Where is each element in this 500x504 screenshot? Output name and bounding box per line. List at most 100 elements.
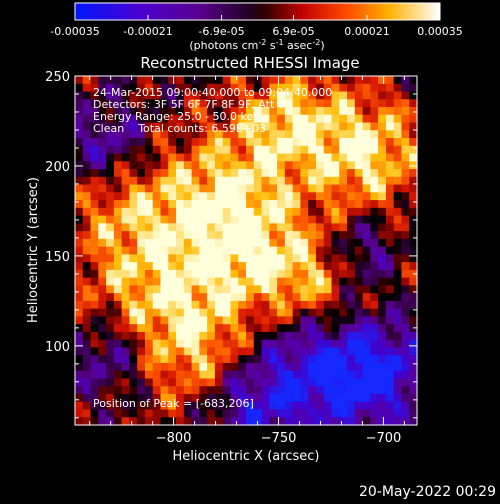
heatmap-cell bbox=[284, 145, 294, 155]
heatmap-cell bbox=[323, 207, 333, 217]
heatmap-cell bbox=[393, 409, 403, 418]
heatmap-cell bbox=[238, 262, 247, 271]
heatmap-cell bbox=[253, 339, 263, 349]
heatmap-cell bbox=[308, 215, 317, 224]
heatmap-cell bbox=[354, 293, 364, 302]
heatmap-cell bbox=[362, 200, 371, 209]
heatmap-cell bbox=[277, 83, 286, 93]
heatmap-cell bbox=[385, 316, 395, 325]
heatmap-cell bbox=[292, 269, 302, 279]
heatmap-cell bbox=[144, 300, 154, 310]
heatmap-cell bbox=[82, 393, 92, 403]
heatmap-cell bbox=[246, 76, 255, 85]
heatmap-cell bbox=[385, 269, 395, 279]
heatmap-cell bbox=[191, 254, 200, 263]
heatmap-cell bbox=[199, 207, 208, 217]
heatmap-cell bbox=[315, 207, 325, 217]
heatmap-cell bbox=[354, 107, 364, 116]
heatmap-cell bbox=[137, 300, 146, 310]
heatmap-cell bbox=[144, 331, 154, 341]
heatmap-cell bbox=[90, 207, 99, 217]
heatmap-cell bbox=[207, 145, 216, 155]
heatmap-cell bbox=[82, 308, 92, 318]
heatmap-cell bbox=[129, 161, 138, 170]
heatmap-cell bbox=[331, 277, 340, 286]
heatmap-cell bbox=[230, 122, 239, 131]
heatmap-cell bbox=[300, 269, 309, 279]
heatmap-cell bbox=[393, 184, 403, 193]
heatmap-cell bbox=[284, 285, 294, 294]
heatmap-cell bbox=[300, 107, 309, 116]
heatmap-cell bbox=[160, 91, 169, 100]
heatmap-cell bbox=[385, 254, 395, 263]
heatmap-cell bbox=[238, 254, 247, 263]
heatmap-cell bbox=[98, 153, 107, 162]
heatmap-cell bbox=[129, 223, 138, 232]
heatmap-cell bbox=[214, 331, 224, 341]
heatmap-cell bbox=[121, 76, 131, 85]
heatmap-cell bbox=[129, 378, 138, 387]
heatmap-cell bbox=[160, 386, 169, 395]
heatmap-cell bbox=[230, 138, 239, 147]
heatmap-cell bbox=[308, 393, 317, 403]
heatmap-cell bbox=[152, 355, 162, 364]
heatmap-cell bbox=[75, 130, 84, 139]
heatmap-cell bbox=[168, 169, 177, 178]
heatmap-cell bbox=[378, 246, 387, 255]
heatmap-cell bbox=[362, 192, 371, 201]
heatmap-cell bbox=[246, 238, 255, 248]
heatmap-cell bbox=[409, 277, 418, 286]
heatmap-cell bbox=[75, 417, 84, 426]
heatmap-cell bbox=[284, 308, 294, 318]
heatmap-cell bbox=[331, 254, 340, 263]
heatmap-cell bbox=[82, 169, 92, 178]
heatmap-cell bbox=[222, 145, 232, 155]
heatmap-cell bbox=[129, 316, 138, 325]
heatmap-cell bbox=[168, 223, 177, 232]
heatmap-cell bbox=[370, 285, 379, 294]
heatmap-cell bbox=[199, 76, 208, 85]
heatmap-cell bbox=[129, 386, 138, 395]
heatmap-cell bbox=[354, 122, 364, 131]
heatmap-cell bbox=[82, 192, 92, 201]
heatmap-cell bbox=[214, 246, 224, 255]
heatmap-cell bbox=[129, 200, 138, 209]
heatmap-cell bbox=[152, 176, 162, 186]
heatmap-cell bbox=[284, 300, 294, 310]
heatmap-cell bbox=[354, 153, 364, 162]
heatmap-cell bbox=[152, 223, 162, 232]
heatmap-cell bbox=[409, 300, 418, 310]
heatmap-cell bbox=[378, 370, 387, 380]
heatmap-cell bbox=[168, 362, 177, 372]
heatmap-cell bbox=[347, 176, 356, 186]
heatmap-cell bbox=[339, 184, 348, 193]
heatmap-cell bbox=[160, 76, 169, 85]
heatmap-cell bbox=[339, 76, 348, 85]
heatmap-cell bbox=[160, 285, 169, 294]
heatmap-cell bbox=[207, 223, 216, 232]
heatmap-cell bbox=[152, 308, 162, 318]
heatmap-cell bbox=[362, 91, 371, 100]
heatmap-cell bbox=[75, 238, 84, 248]
heatmap-cell bbox=[113, 293, 123, 302]
heatmap-cell bbox=[113, 254, 123, 263]
heatmap-cell bbox=[284, 200, 294, 209]
heatmap-cell bbox=[370, 293, 379, 302]
heatmap-cell bbox=[137, 200, 146, 209]
heatmap-cell bbox=[152, 331, 162, 341]
heatmap-cell bbox=[261, 401, 270, 411]
heatmap-cell bbox=[347, 331, 356, 341]
heatmap-cell bbox=[160, 401, 169, 411]
heatmap-cell bbox=[339, 99, 348, 108]
heatmap-cell bbox=[323, 347, 333, 356]
heatmap-cell bbox=[323, 262, 333, 271]
heatmap-cell bbox=[207, 130, 216, 139]
heatmap-cell bbox=[144, 122, 154, 131]
heatmap-cell bbox=[129, 362, 138, 372]
heatmap-cell bbox=[113, 370, 123, 380]
heatmap-cell bbox=[90, 347, 99, 356]
heatmap-cell bbox=[253, 269, 263, 279]
heatmap-cell bbox=[331, 200, 340, 209]
heatmap-cell bbox=[246, 107, 255, 116]
heatmap-cell bbox=[230, 355, 239, 364]
